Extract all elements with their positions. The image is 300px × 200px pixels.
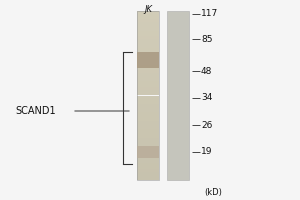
Bar	[136, 112, 159, 115]
Bar	[167, 11, 189, 180]
Bar	[136, 129, 159, 132]
Bar	[136, 118, 159, 121]
Bar	[136, 76, 159, 79]
Bar	[136, 160, 159, 163]
Bar	[136, 65, 159, 67]
Bar	[136, 81, 159, 84]
Bar	[136, 135, 159, 138]
Bar	[136, 121, 159, 124]
Text: SCAND1: SCAND1	[15, 106, 56, 116]
Bar	[136, 25, 159, 28]
Bar	[136, 132, 159, 135]
Bar	[136, 141, 159, 143]
Bar	[136, 62, 159, 65]
Text: 117: 117	[201, 9, 218, 19]
Bar	[136, 174, 159, 177]
Text: 34: 34	[201, 94, 212, 102]
Bar	[136, 172, 159, 174]
Bar	[136, 42, 159, 45]
Text: 19: 19	[201, 148, 212, 156]
Bar	[136, 110, 159, 112]
Bar	[136, 138, 159, 141]
Bar	[136, 124, 159, 126]
Bar	[136, 155, 159, 157]
Bar	[136, 39, 159, 42]
Bar	[136, 90, 159, 93]
Bar	[136, 177, 159, 180]
Bar	[136, 143, 159, 146]
Bar	[136, 104, 159, 107]
Bar	[136, 79, 159, 81]
Bar	[136, 146, 159, 158]
Text: JK: JK	[144, 5, 152, 14]
Bar	[136, 101, 159, 104]
Bar	[136, 50, 159, 53]
Bar	[136, 22, 159, 25]
Bar	[136, 98, 159, 101]
Bar	[136, 73, 159, 76]
Bar	[136, 152, 159, 155]
Bar	[136, 163, 159, 166]
Bar	[136, 56, 159, 59]
Bar	[136, 31, 159, 34]
Bar	[136, 14, 159, 17]
Bar	[136, 17, 159, 19]
Bar	[136, 11, 159, 180]
Bar	[136, 157, 159, 160]
Bar	[136, 52, 159, 68]
Bar	[136, 67, 159, 70]
Text: 26: 26	[201, 120, 212, 130]
Bar	[136, 87, 159, 90]
Bar	[136, 70, 159, 73]
Bar	[136, 28, 159, 31]
Bar	[136, 115, 159, 118]
Bar	[136, 11, 159, 14]
Bar	[136, 93, 159, 95]
Bar	[136, 34, 159, 36]
Bar	[136, 45, 159, 48]
Bar	[136, 126, 159, 129]
Bar	[136, 84, 159, 87]
Bar	[136, 169, 159, 172]
Bar	[136, 19, 159, 22]
Bar	[136, 53, 159, 56]
Bar	[136, 107, 159, 110]
Text: (kD): (kD)	[204, 188, 222, 197]
Bar	[136, 96, 159, 98]
Bar	[136, 149, 159, 152]
Bar	[136, 59, 159, 62]
Text: 85: 85	[201, 34, 212, 44]
Bar	[136, 36, 159, 39]
Bar	[136, 166, 159, 169]
Text: 48: 48	[201, 66, 212, 75]
Bar	[136, 48, 159, 50]
Bar	[136, 146, 159, 149]
